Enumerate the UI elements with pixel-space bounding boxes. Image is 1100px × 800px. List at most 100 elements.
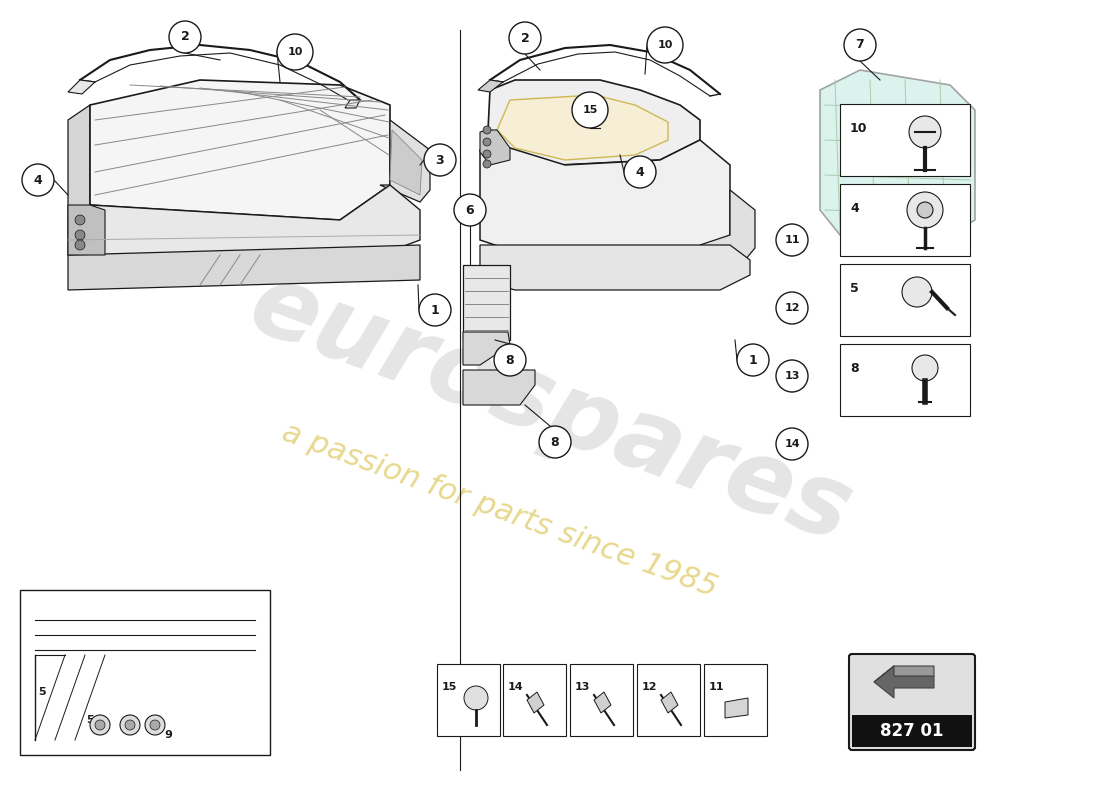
Polygon shape bbox=[874, 666, 934, 698]
Text: 5: 5 bbox=[39, 687, 46, 697]
FancyBboxPatch shape bbox=[849, 654, 975, 750]
Circle shape bbox=[75, 230, 85, 240]
Text: 12: 12 bbox=[784, 303, 800, 313]
Text: 10: 10 bbox=[850, 122, 868, 135]
Circle shape bbox=[28, 677, 57, 707]
Text: 11: 11 bbox=[710, 682, 725, 692]
Circle shape bbox=[120, 715, 140, 735]
Text: 15: 15 bbox=[582, 105, 597, 115]
Circle shape bbox=[483, 160, 491, 168]
FancyBboxPatch shape bbox=[840, 344, 970, 416]
FancyBboxPatch shape bbox=[704, 664, 767, 736]
Polygon shape bbox=[379, 120, 430, 202]
Text: 9: 9 bbox=[164, 730, 172, 740]
Text: 8: 8 bbox=[551, 435, 559, 449]
Text: 6: 6 bbox=[465, 203, 474, 217]
Polygon shape bbox=[480, 140, 730, 250]
Circle shape bbox=[424, 144, 456, 176]
Polygon shape bbox=[463, 370, 535, 405]
Circle shape bbox=[494, 344, 526, 376]
Polygon shape bbox=[463, 332, 510, 365]
Polygon shape bbox=[480, 245, 750, 290]
Circle shape bbox=[572, 92, 608, 128]
Polygon shape bbox=[594, 692, 610, 713]
Polygon shape bbox=[527, 692, 544, 713]
Circle shape bbox=[737, 344, 769, 376]
Text: 1: 1 bbox=[430, 303, 439, 317]
Text: 12: 12 bbox=[642, 682, 658, 692]
Circle shape bbox=[483, 138, 491, 146]
Polygon shape bbox=[68, 185, 420, 270]
Polygon shape bbox=[463, 265, 510, 340]
Circle shape bbox=[917, 202, 933, 218]
Polygon shape bbox=[480, 130, 510, 165]
Polygon shape bbox=[661, 692, 678, 713]
Circle shape bbox=[150, 720, 160, 730]
Circle shape bbox=[624, 156, 656, 188]
Circle shape bbox=[75, 705, 104, 735]
Circle shape bbox=[90, 715, 110, 735]
Circle shape bbox=[509, 22, 541, 54]
Text: 4: 4 bbox=[34, 174, 43, 186]
Polygon shape bbox=[497, 95, 668, 160]
Text: a passion for parts since 1985: a passion for parts since 1985 bbox=[278, 418, 722, 602]
Text: eurospares: eurospares bbox=[236, 256, 864, 564]
Circle shape bbox=[464, 686, 488, 710]
Circle shape bbox=[454, 194, 486, 226]
Polygon shape bbox=[390, 130, 422, 195]
FancyBboxPatch shape bbox=[437, 664, 501, 736]
Circle shape bbox=[277, 34, 313, 70]
FancyBboxPatch shape bbox=[840, 264, 970, 336]
Circle shape bbox=[909, 116, 940, 148]
Text: 5: 5 bbox=[86, 715, 94, 725]
Polygon shape bbox=[488, 80, 700, 165]
Circle shape bbox=[647, 27, 683, 63]
Circle shape bbox=[539, 426, 571, 458]
Polygon shape bbox=[725, 698, 748, 718]
Circle shape bbox=[125, 720, 135, 730]
Text: 13: 13 bbox=[575, 682, 591, 692]
Circle shape bbox=[75, 240, 85, 250]
Text: 10: 10 bbox=[287, 47, 303, 57]
Circle shape bbox=[483, 150, 491, 158]
Circle shape bbox=[75, 215, 85, 225]
Text: 8: 8 bbox=[850, 362, 859, 375]
FancyBboxPatch shape bbox=[852, 715, 972, 747]
Text: 8: 8 bbox=[506, 354, 515, 366]
FancyBboxPatch shape bbox=[840, 104, 970, 176]
Text: 14: 14 bbox=[508, 682, 524, 692]
Text: 7: 7 bbox=[856, 38, 865, 51]
Polygon shape bbox=[90, 80, 390, 220]
Circle shape bbox=[776, 428, 808, 460]
Text: 13: 13 bbox=[784, 371, 800, 381]
Circle shape bbox=[22, 164, 54, 196]
Text: 4: 4 bbox=[850, 202, 859, 215]
Polygon shape bbox=[68, 245, 420, 290]
Circle shape bbox=[145, 715, 165, 735]
Text: 11: 11 bbox=[784, 235, 800, 245]
Circle shape bbox=[902, 277, 932, 307]
Circle shape bbox=[419, 294, 451, 326]
Text: 10: 10 bbox=[658, 40, 673, 50]
Polygon shape bbox=[700, 190, 755, 260]
Circle shape bbox=[844, 29, 876, 61]
Circle shape bbox=[95, 720, 104, 730]
Text: 1: 1 bbox=[749, 354, 758, 366]
FancyBboxPatch shape bbox=[637, 664, 700, 736]
FancyBboxPatch shape bbox=[20, 590, 270, 755]
Text: 3: 3 bbox=[436, 154, 444, 166]
Polygon shape bbox=[68, 205, 104, 255]
Text: 5: 5 bbox=[850, 282, 859, 295]
FancyBboxPatch shape bbox=[570, 664, 632, 736]
Text: 2: 2 bbox=[180, 30, 189, 43]
Polygon shape bbox=[68, 80, 95, 94]
Circle shape bbox=[912, 355, 938, 381]
Polygon shape bbox=[478, 80, 503, 92]
Circle shape bbox=[169, 21, 201, 53]
Text: 827 01: 827 01 bbox=[880, 722, 944, 740]
Polygon shape bbox=[68, 105, 90, 220]
Text: 4: 4 bbox=[636, 166, 645, 178]
Polygon shape bbox=[345, 100, 360, 108]
Text: 15: 15 bbox=[442, 682, 458, 692]
Polygon shape bbox=[820, 70, 975, 240]
